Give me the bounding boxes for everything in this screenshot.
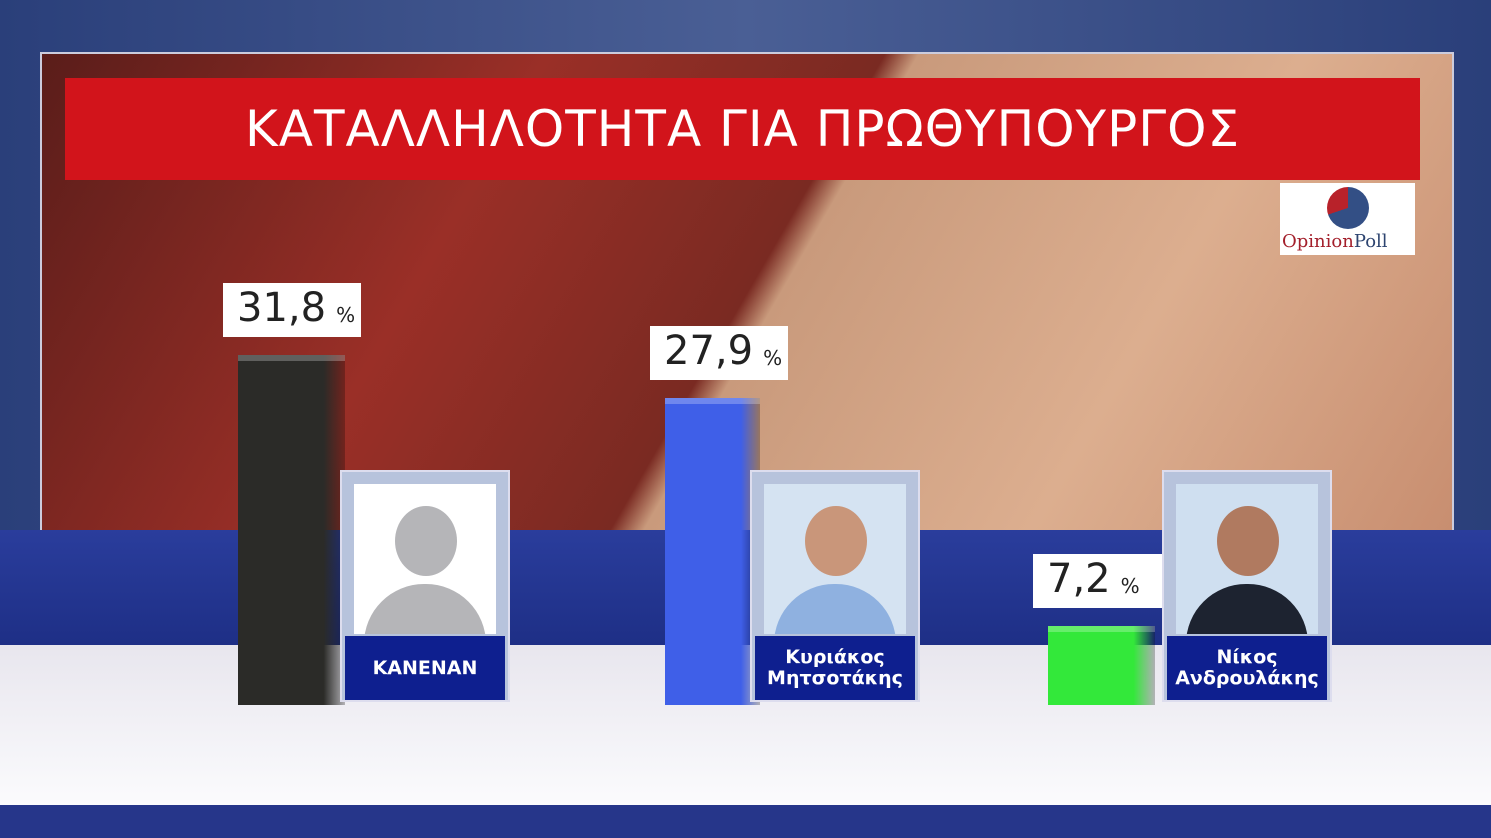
value-text: 27,9	[664, 328, 754, 375]
head-shape	[395, 506, 457, 576]
bar-1	[238, 355, 345, 705]
body-shape	[1186, 584, 1308, 634]
body-shape	[774, 584, 896, 634]
value-label: 31,8%	[223, 283, 361, 338]
unit-text: %	[763, 346, 783, 371]
category-label: Κυριάκος Μητσοτάκης	[755, 636, 915, 700]
bar-2	[665, 398, 760, 705]
category-label: ΚΑΝΕΝΑΝ	[345, 636, 505, 700]
logo-text-1: Opinion	[1282, 231, 1354, 252]
candidate-card: ΚΑΝΕΝΑΝ	[340, 470, 510, 702]
candidate-card: Νίκος Ανδρουλάκης	[1162, 470, 1332, 702]
head-shape	[1217, 506, 1279, 576]
bottom-strip	[0, 805, 1491, 838]
value-text: 31,8	[237, 285, 327, 332]
candidate-photo	[764, 484, 906, 634]
head-shape	[805, 506, 867, 576]
opinionpoll-logo: OpinionPoll	[1280, 183, 1415, 255]
category-label: Νίκος Ανδρουλάκης	[1167, 636, 1327, 700]
bar-3	[1048, 625, 1155, 705]
candidate-card: Κυριάκος Μητσοτάκης	[750, 470, 920, 702]
body-shape	[364, 584, 486, 634]
candidate-photo	[1176, 484, 1318, 634]
unit-text: %	[336, 303, 356, 328]
chart-title: ΚΑΤΑΛΛΗΛΟΤΗΤΑ ΓΙΑ ΠΡΩΘΥΠΟΥΡΓΟΣ	[65, 78, 1420, 180]
value-label: 7,2%	[1033, 553, 1171, 608]
unit-text: %	[1120, 573, 1140, 598]
candidate-photo	[354, 484, 496, 634]
value-label: 27,9%	[650, 326, 788, 381]
value-text: 7,2	[1047, 555, 1111, 602]
logo-text-2: Poll	[1353, 231, 1388, 252]
pie-logo-icon	[1327, 187, 1369, 229]
